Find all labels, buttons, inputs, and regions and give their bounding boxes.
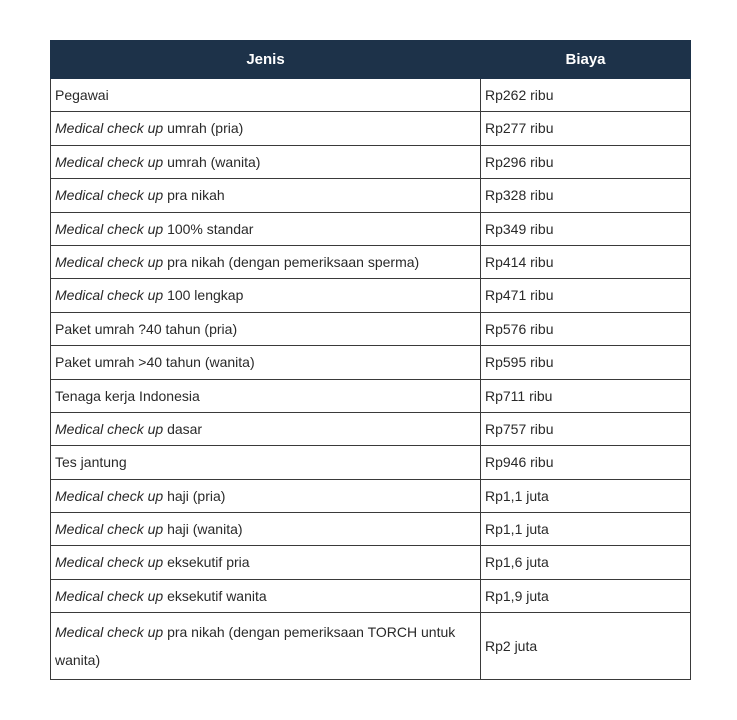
cell-jenis: Pegawai (51, 79, 481, 112)
jenis-text: Tenaga kerja Indonesia (55, 388, 200, 404)
table-header-row: Jenis Biaya (51, 41, 691, 79)
jenis-text: umrah (pria) (167, 120, 243, 136)
cell-jenis: Medical check up eksekutif pria (51, 546, 481, 579)
jenis-text: pra nikah (167, 187, 225, 203)
jenis-text: dasar (167, 421, 202, 437)
cell-biaya: Rp1,1 juta (481, 479, 691, 512)
cell-jenis: Medical check up pra nikah (dengan pemer… (51, 613, 481, 680)
cell-biaya: Rp1,6 juta (481, 546, 691, 579)
cell-biaya: Rp262 ribu (481, 79, 691, 112)
jenis-text: 100 lengkap (167, 287, 243, 303)
cell-biaya: Rp414 ribu (481, 245, 691, 278)
price-table: Jenis Biaya PegawaiRp262 ribuMedical che… (50, 40, 691, 680)
italic-prefix: Medical check up (55, 120, 167, 136)
cell-jenis: Tenaga kerja Indonesia (51, 379, 481, 412)
jenis-text: Paket umrah >40 tahun (wanita) (55, 354, 255, 370)
italic-prefix: Medical check up (55, 624, 167, 640)
cell-jenis: Paket umrah >40 tahun (wanita) (51, 346, 481, 379)
cell-biaya: Rp296 ribu (481, 145, 691, 178)
italic-prefix: Medical check up (55, 154, 167, 170)
table-row: Pegawai Rp262 ribu (51, 79, 691, 112)
table-row: Medical check up umrah (wanita)Rp296 rib… (51, 145, 691, 178)
cell-jenis: Paket umrah ?40 tahun (pria) (51, 312, 481, 345)
cell-biaya: Rp757 ribu (481, 412, 691, 445)
table-row: Medical check up pra nikahRp328 ribu (51, 179, 691, 212)
jenis-text: umrah (wanita) (167, 154, 260, 170)
cell-biaya: Rp1,1 juta (481, 513, 691, 546)
cell-biaya: Rp349 ribu (481, 212, 691, 245)
jenis-text: pra nikah (dengan pemeriksaan sperma) (167, 254, 419, 270)
cell-biaya: Rp595 ribu (481, 346, 691, 379)
jenis-text: 100% standar (167, 221, 253, 237)
table-row: Medical check up haji (pria)Rp1,1 juta (51, 479, 691, 512)
table-row: Medical check up pra nikah (dengan pemer… (51, 245, 691, 278)
cell-jenis: Tes jantung (51, 446, 481, 479)
jenis-text: Tes jantung (55, 454, 127, 470)
table-row: Medical check up dasarRp757 ribu (51, 412, 691, 445)
table-row: Medical check up 100% standarRp349 ribu (51, 212, 691, 245)
cell-jenis: Medical check up umrah (pria) (51, 112, 481, 145)
italic-prefix: Medical check up (55, 488, 167, 504)
table-row: Medical check up pra nikah (dengan pemer… (51, 613, 691, 680)
italic-prefix: Medical check up (55, 254, 167, 270)
cell-jenis: Medical check up dasar (51, 412, 481, 445)
cell-jenis: Medical check up umrah (wanita) (51, 145, 481, 178)
cell-biaya: Rp576 ribu (481, 312, 691, 345)
jenis-text: haji (pria) (167, 488, 225, 504)
jenis-text: Paket umrah ?40 tahun (pria) (55, 321, 237, 337)
cell-biaya: Rp1,9 juta (481, 579, 691, 612)
cell-jenis: Medical check up 100% standar (51, 212, 481, 245)
cell-biaya: Rp328 ribu (481, 179, 691, 212)
table-row: Medical check up eksekutif wanitaRp1,9 j… (51, 579, 691, 612)
col-header-jenis: Jenis (51, 41, 481, 79)
cell-jenis: Medical check up pra nikah (51, 179, 481, 212)
cell-biaya: Rp711 ribu (481, 379, 691, 412)
table-row: Medical check up eksekutif priaRp1,6 jut… (51, 546, 691, 579)
cell-jenis: Medical check up haji (wanita) (51, 513, 481, 546)
italic-prefix: Medical check up (55, 521, 167, 537)
italic-prefix: Medical check up (55, 221, 167, 237)
cell-biaya: Rp277 ribu (481, 112, 691, 145)
jenis-text: Pegawai (55, 87, 109, 103)
col-header-biaya: Biaya (481, 41, 691, 79)
jenis-text: haji (wanita) (167, 521, 242, 537)
table-row: Medical check up haji (wanita)Rp1,1 juta (51, 513, 691, 546)
italic-prefix: Medical check up (55, 287, 167, 303)
cell-biaya: Rp471 ribu (481, 279, 691, 312)
cell-biaya: Rp946 ribu (481, 446, 691, 479)
italic-prefix: Medical check up (55, 421, 167, 437)
italic-prefix: Medical check up (55, 187, 167, 203)
cell-jenis: Medical check up 100 lengkap (51, 279, 481, 312)
italic-prefix: Medical check up (55, 554, 167, 570)
cell-jenis: Medical check up haji (pria) (51, 479, 481, 512)
table-row: Paket umrah ?40 tahun (pria) Rp576 ribu (51, 312, 691, 345)
table-row: Medical check up 100 lengkapRp471 ribu (51, 279, 691, 312)
table-row: Paket umrah >40 tahun (wanita) Rp595 ribu (51, 346, 691, 379)
table-row: Medical check up umrah (pria)Rp277 ribu (51, 112, 691, 145)
table-row: Tes jantung Rp946 ribu (51, 446, 691, 479)
cell-jenis: Medical check up eksekutif wanita (51, 579, 481, 612)
table-row: Tenaga kerja Indonesia Rp711 ribu (51, 379, 691, 412)
cell-biaya: Rp2 juta (481, 613, 691, 680)
jenis-text: eksekutif pria (167, 554, 249, 570)
cell-jenis: Medical check up pra nikah (dengan pemer… (51, 245, 481, 278)
